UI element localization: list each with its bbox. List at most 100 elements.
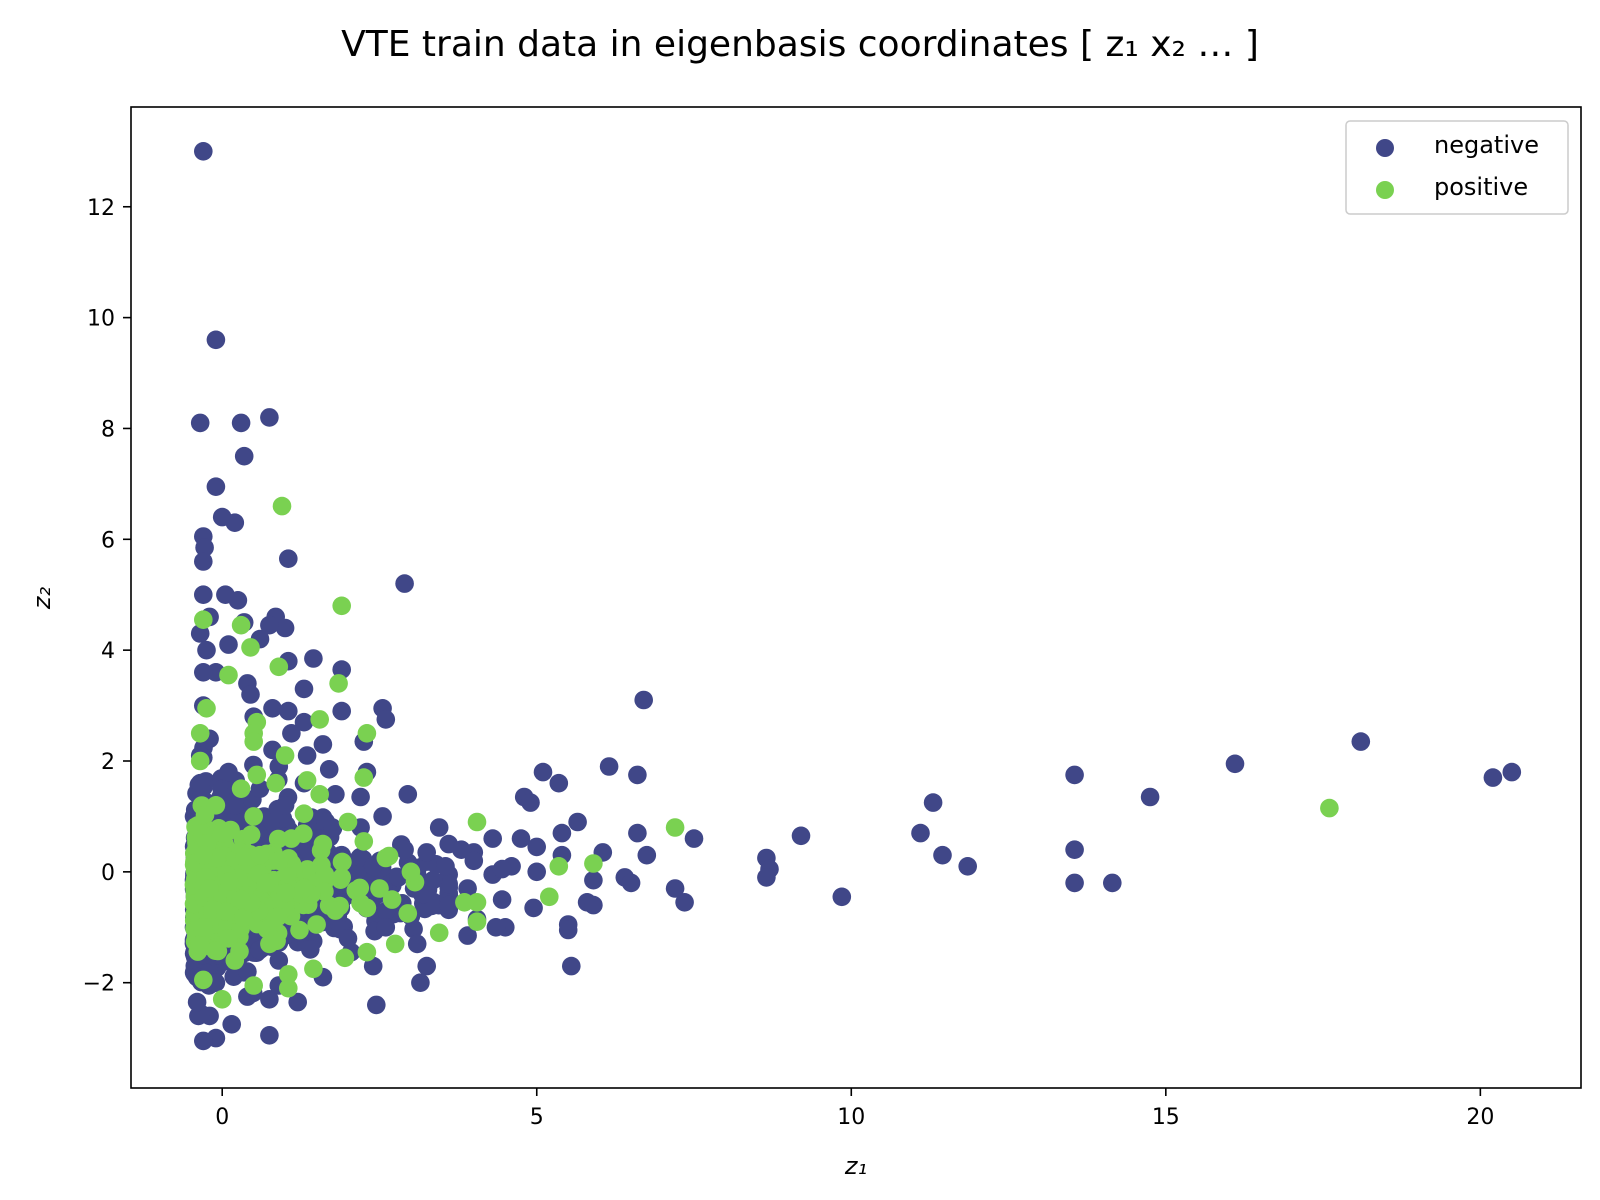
y-tick-label: −2 (83, 972, 115, 997)
point-negative (297, 746, 317, 765)
point-positive (335, 948, 355, 968)
point-negative (911, 823, 930, 843)
point-positive (276, 883, 296, 903)
point-negative (549, 773, 569, 793)
y-tick-label: 4 (101, 639, 115, 664)
point-negative (584, 895, 603, 915)
point-negative (187, 992, 207, 1012)
point-positive (266, 773, 286, 793)
legend: negative positive (1345, 120, 1569, 215)
point-negative (552, 823, 572, 843)
point-positive (268, 907, 288, 927)
point-negative (294, 712, 314, 732)
point-negative (395, 840, 414, 859)
point-negative (628, 823, 647, 843)
point-positive (272, 496, 292, 516)
point-negative (269, 951, 289, 970)
point-negative (219, 635, 238, 654)
point-negative (1065, 765, 1084, 785)
point-positive (338, 812, 358, 832)
point-negative (304, 649, 323, 668)
point-negative (486, 918, 506, 937)
point-positive (315, 865, 335, 884)
point-negative (599, 757, 619, 776)
point-negative (584, 870, 603, 890)
point-negative (1502, 762, 1522, 782)
point-negative (332, 701, 352, 721)
point-negative (483, 829, 503, 848)
point-negative (621, 873, 641, 893)
point-positive (429, 923, 449, 943)
point-negative (923, 793, 943, 812)
point-negative (313, 735, 333, 754)
axes-layer: 0 5 10 15 20 −2 0 2 4 6 8 10 12 (83, 196, 1495, 1130)
point-negative (521, 793, 540, 812)
y-tick-label: 10 (87, 307, 115, 332)
point-negative (1065, 840, 1084, 859)
point-positive (385, 934, 405, 954)
point-positive (244, 732, 263, 751)
point-positive (294, 804, 314, 823)
point-positive (332, 596, 352, 616)
point-negative (407, 934, 427, 954)
point-negative (464, 851, 484, 871)
point-negative (958, 857, 977, 876)
point-negative (206, 477, 226, 497)
point-negative (637, 845, 657, 865)
point-negative (1140, 787, 1160, 807)
point-negative (1483, 768, 1503, 787)
point-positive (194, 918, 213, 937)
point-positive (256, 873, 276, 893)
y-tick-label: 0 (101, 861, 115, 886)
plot-frame (130, 106, 1582, 1089)
point-negative (395, 574, 414, 593)
y-tick-label: 6 (101, 528, 115, 553)
point-positive (194, 845, 213, 865)
point-negative (527, 862, 546, 882)
point-positive (294, 879, 314, 898)
point-positive (350, 878, 370, 898)
point-negative (275, 618, 295, 638)
legend-marker-negative (1376, 139, 1394, 157)
point-positive (290, 920, 309, 940)
x-axis-label: z₁ (844, 1152, 867, 1180)
point-positive (282, 829, 301, 848)
point-positive (467, 912, 487, 931)
point-negative (260, 1026, 279, 1045)
point-negative (350, 847, 370, 867)
point-negative (933, 845, 952, 865)
y-tick-label: 2 (101, 750, 115, 775)
point-negative (429, 818, 449, 837)
point-negative (533, 762, 553, 782)
legend-label-positive: positive (1434, 173, 1528, 201)
point-negative (417, 956, 437, 976)
legend-marker-positive (1376, 181, 1394, 199)
point-negative (527, 837, 546, 857)
point-negative (511, 829, 531, 848)
point-positive (260, 934, 279, 954)
point-negative (757, 868, 776, 887)
point-negative (675, 893, 694, 912)
point-positive (310, 785, 330, 804)
point-negative (373, 807, 392, 826)
point-negative (194, 585, 213, 604)
point-negative (492, 859, 512, 879)
point-positive (190, 724, 210, 743)
point-positive (332, 868, 352, 887)
point-negative (194, 552, 213, 571)
point-positive (467, 812, 487, 832)
point-positive (241, 638, 260, 657)
point-negative (197, 640, 216, 660)
point-positive (467, 893, 487, 912)
point-positive (382, 890, 402, 909)
point-positive (401, 862, 421, 882)
point-negative (376, 918, 396, 937)
point-negative (288, 992, 308, 1012)
point-positive (247, 765, 267, 785)
point-negative (832, 887, 852, 907)
point-positive (219, 665, 238, 685)
point-negative (398, 785, 418, 804)
point-positive (584, 854, 603, 873)
legend-label-negative: negative (1434, 131, 1539, 159)
